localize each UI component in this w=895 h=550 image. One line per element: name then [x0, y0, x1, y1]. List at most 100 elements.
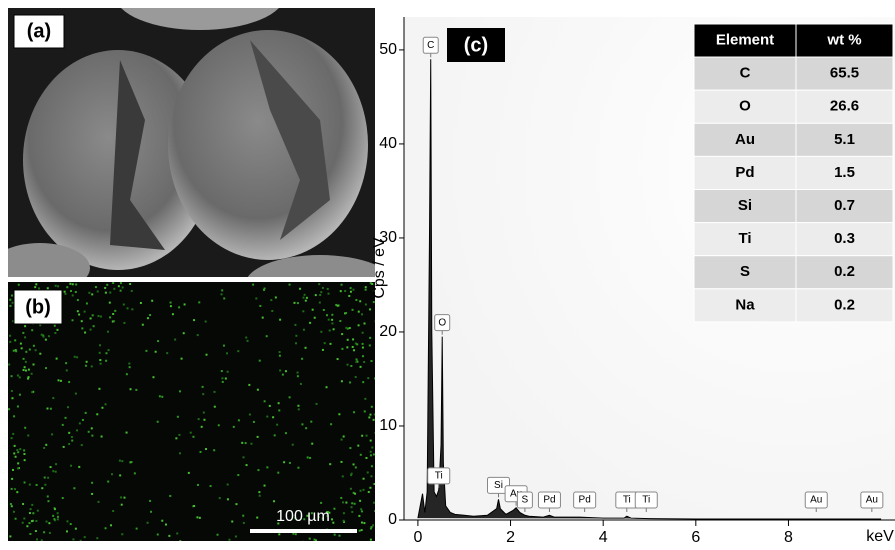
- speckle: [22, 369, 25, 372]
- y-tick-label: 40: [379, 135, 397, 152]
- speckle: [349, 290, 352, 293]
- speckle: [55, 540, 58, 541]
- speckle: [10, 389, 13, 392]
- table-cell-text: 1.5: [834, 164, 855, 181]
- speckle: [352, 338, 355, 341]
- speckle: [84, 411, 87, 414]
- speckle: [101, 406, 104, 409]
- speckle: [164, 523, 167, 526]
- peak-label: Ti: [642, 495, 650, 506]
- speckle: [261, 316, 264, 319]
- speckle: [43, 476, 46, 479]
- speckle: [128, 362, 131, 365]
- speckle: [48, 522, 51, 525]
- speckle: [320, 291, 323, 294]
- peak-label-box: [573, 491, 597, 509]
- speckle: [98, 387, 101, 390]
- speckle: [231, 520, 234, 523]
- speckle: [71, 294, 74, 297]
- speckle: [256, 435, 259, 438]
- speckle: [245, 464, 248, 467]
- speckle: [197, 418, 200, 421]
- speckle: [306, 456, 309, 459]
- table-cell: [693, 155, 797, 190]
- speckle: [70, 464, 73, 467]
- speckle: [28, 522, 31, 525]
- speckle: [226, 483, 229, 486]
- table-cell-text: Na: [735, 296, 755, 313]
- speckle: [121, 286, 124, 289]
- speckle: [94, 286, 97, 289]
- speckle: [74, 291, 77, 294]
- speckle: [352, 491, 355, 494]
- speckle: [196, 516, 199, 519]
- speckle: [346, 338, 349, 341]
- speckle: [309, 321, 312, 324]
- speckle: [53, 324, 56, 327]
- speckle: [23, 459, 26, 462]
- speckle: [189, 431, 192, 434]
- speckle: [372, 301, 375, 304]
- speckle: [370, 526, 373, 529]
- speckle: [8, 408, 11, 411]
- speckle: [122, 303, 125, 306]
- speckle: [311, 442, 314, 445]
- speckle: [340, 460, 343, 463]
- speckle: [99, 359, 102, 362]
- speckle: [46, 287, 49, 290]
- speckle: [256, 516, 259, 519]
- x-tick-label: 4: [599, 529, 608, 545]
- speckle: [365, 456, 368, 459]
- speckle: [78, 465, 81, 468]
- speckle: [320, 330, 323, 333]
- speckle: [9, 340, 12, 343]
- speckle: [43, 531, 46, 534]
- speckle: [292, 532, 295, 535]
- speckle: [327, 318, 330, 321]
- speckle: [333, 507, 336, 510]
- speckle: [24, 426, 27, 429]
- speckle: [362, 488, 365, 491]
- speckle: [157, 340, 160, 343]
- speckle: [360, 529, 363, 532]
- speckle: [71, 319, 74, 322]
- table-header: Element: [716, 32, 774, 49]
- speckle: [252, 420, 255, 423]
- speckle: [125, 431, 128, 434]
- speckle: [301, 423, 304, 426]
- speckle: [359, 489, 362, 492]
- speckle: [56, 515, 59, 518]
- speckle: [80, 320, 83, 323]
- speckle: [84, 331, 87, 334]
- speckle: [30, 520, 33, 523]
- speckle: [272, 416, 275, 419]
- speckle: [176, 415, 179, 418]
- speckle: [149, 314, 152, 317]
- speckle: [331, 322, 334, 325]
- speckle: [13, 415, 16, 418]
- speckle: [25, 350, 28, 353]
- speckle: [198, 301, 201, 304]
- speckle: [174, 338, 177, 341]
- speckle: [28, 512, 31, 515]
- peak-label: C: [427, 40, 434, 51]
- speckle: [221, 377, 224, 380]
- speckle: [23, 449, 26, 452]
- speckle: [364, 286, 367, 289]
- speckle: [326, 287, 329, 290]
- speckle: [345, 326, 348, 329]
- speckle: [56, 512, 59, 515]
- peak-label-box: [516, 491, 533, 509]
- speckle: [49, 407, 52, 410]
- speckle: [117, 285, 120, 288]
- speckle: [273, 500, 276, 503]
- speckle: [295, 342, 298, 345]
- speckle: [24, 369, 27, 372]
- speckle: [319, 293, 322, 296]
- speckle: [97, 500, 100, 503]
- speckle: [213, 390, 216, 393]
- speckle: [351, 510, 354, 513]
- speckle: [331, 318, 334, 321]
- speckle: [54, 331, 57, 334]
